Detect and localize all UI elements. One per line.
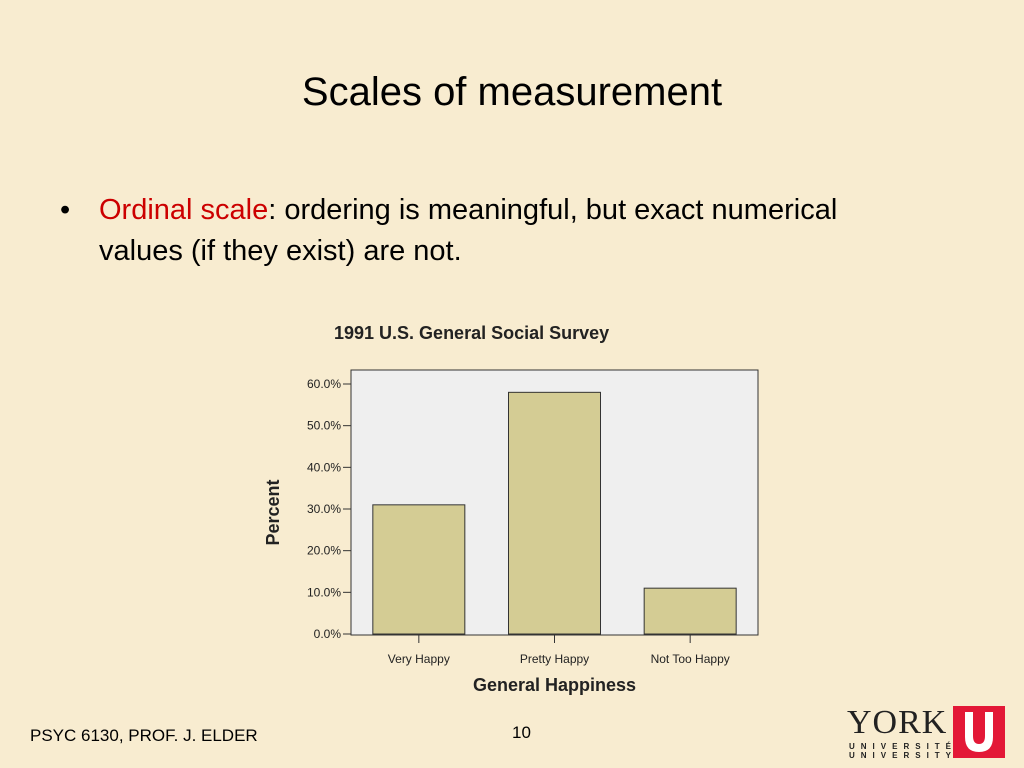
y-tick-label: 40.0% [307, 460, 341, 474]
bar [508, 391, 601, 635]
x-tick-label: Pretty Happy [520, 652, 589, 666]
y-tick-label: 20.0% [307, 544, 341, 558]
footer-course: PSYC 6130, PROF. J. ELDER [30, 726, 258, 745]
logo-line-french: UNIVERSITÉ [849, 742, 958, 751]
bullet-term: Ordinal scale [99, 194, 269, 226]
bullet-description: : ordering is meaningful, but exact nume… [99, 194, 838, 267]
bar-chart: 0.0% 10.0% 20.0% 30.0% 40.0% 50.0% 60.0% Very H… [263, 369, 759, 695]
bullet-text: Ordinal scale: ordering is meaningful, b… [99, 190, 859, 272]
logo-line-english: UNIVERSITY [849, 751, 958, 760]
logo-name: YORK [847, 704, 948, 741]
york-logo: YORK UNIVERSITÉ UNIVERSITY [845, 704, 1005, 760]
bar [643, 587, 737, 635]
chart-title: 1991 U.S. General Social Survey [334, 323, 610, 343]
y-tick-label: 30.0% [307, 502, 341, 516]
y-tick-label: 50.0% [307, 419, 341, 433]
y-tick-label: 10.0% [307, 585, 341, 599]
bullet-marker: • [60, 194, 71, 226]
york-u-logo-icon [953, 706, 1005, 758]
y-tick-label: 60.0% [307, 377, 341, 391]
page-number: 10 [512, 723, 531, 742]
y-axis-label: Percent [263, 479, 283, 545]
slide-title: Scales of measurement [301, 70, 723, 114]
x-tick-label: Very Happy [388, 652, 450, 666]
bar [372, 504, 466, 635]
y-tick-label: 0.0% [314, 627, 342, 641]
x-tick-label: Not Too Happy [651, 652, 730, 666]
x-axis-label: General Happiness [473, 675, 636, 695]
